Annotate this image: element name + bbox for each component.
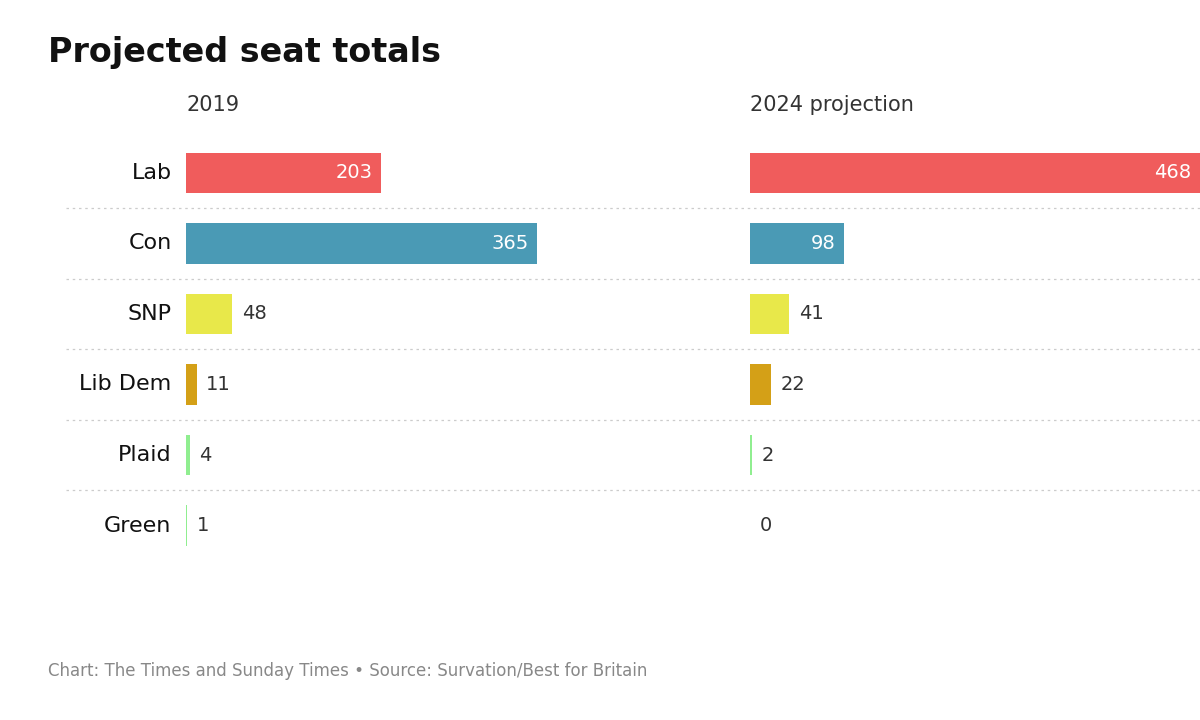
Text: 22: 22 [781, 375, 805, 394]
Text: 4: 4 [199, 446, 212, 464]
Text: 2: 2 [762, 446, 774, 464]
Text: 41: 41 [799, 305, 823, 323]
Text: 365: 365 [491, 234, 528, 253]
Text: 468: 468 [1154, 163, 1192, 182]
Bar [750, 294, 790, 334]
Bar [750, 364, 772, 405]
Bar [186, 153, 382, 193]
Text: Projected seat totals: Projected seat totals [48, 36, 442, 69]
Text: 98: 98 [811, 234, 836, 253]
Bar [186, 223, 536, 264]
Bar [750, 435, 752, 475]
Text: 48: 48 [241, 305, 266, 323]
Text: 2024 projection: 2024 projection [750, 95, 914, 115]
Text: Lib Dem: Lib Dem [79, 374, 172, 395]
Text: Chart: The Times and Sunday Times • Source: Survation/Best for Britain: Chart: The Times and Sunday Times • Sour… [48, 662, 647, 680]
Text: 2019: 2019 [186, 95, 239, 115]
Text: Green: Green [104, 516, 172, 536]
Text: Con: Con [128, 233, 172, 253]
Text: SNP: SNP [127, 304, 172, 324]
Bar [186, 435, 190, 475]
Text: Plaid: Plaid [118, 445, 172, 465]
Text: 203: 203 [336, 163, 373, 182]
Bar [186, 294, 232, 334]
Text: 0: 0 [760, 516, 772, 535]
Text: 1: 1 [197, 516, 209, 535]
Text: Lab: Lab [132, 163, 172, 183]
Bar [186, 364, 197, 405]
Bar [750, 223, 845, 264]
Bar [750, 153, 1200, 193]
Text: 11: 11 [206, 375, 230, 394]
